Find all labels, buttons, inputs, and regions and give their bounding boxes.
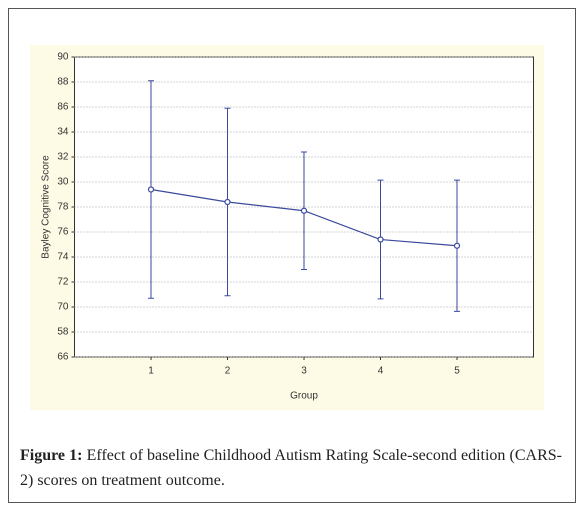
y-tick-label: 30 xyxy=(57,177,69,188)
y-tick-label: 66 xyxy=(57,352,69,363)
x-tick-label: 5 xyxy=(454,366,460,377)
y-tick-label: 72 xyxy=(57,277,69,288)
caption: Figure 1: Effect of baseline Childhood A… xyxy=(20,443,562,493)
y-tick-label: 32 xyxy=(57,152,69,163)
y-tick-label: 78 xyxy=(57,202,69,213)
y-tick-label: 88 xyxy=(57,77,69,88)
y-tick-label: 90 xyxy=(57,52,69,63)
x-tick-label: 3 xyxy=(301,366,307,377)
x-tick-label: 2 xyxy=(225,366,231,377)
data-point xyxy=(300,207,308,214)
y-tick-label: 58 xyxy=(57,327,69,338)
y-tick-label: 76 xyxy=(57,227,69,238)
caption-text: Effect of baseline Childhood Autism Rati… xyxy=(20,447,563,489)
chart: Group Bayley Cognitive Score 90888634323… xyxy=(30,45,544,410)
y-axis-label: Bayley Cognitive Score xyxy=(41,155,52,259)
y-tick-label: 86 xyxy=(57,102,69,113)
x-tick-label: 4 xyxy=(378,366,384,377)
data-point xyxy=(453,242,461,249)
x-axis-label: Group xyxy=(290,391,318,402)
data-point xyxy=(147,186,155,193)
figure-frame xyxy=(8,8,576,503)
y-tick-label: 70 xyxy=(57,302,69,313)
y-tick-label: 74 xyxy=(57,252,69,263)
data-point xyxy=(377,236,384,243)
caption-label: Figure 1: xyxy=(20,447,83,464)
y-tick-label: 34 xyxy=(57,127,69,138)
data-point xyxy=(224,198,231,206)
x-tick-label: 1 xyxy=(148,366,154,377)
